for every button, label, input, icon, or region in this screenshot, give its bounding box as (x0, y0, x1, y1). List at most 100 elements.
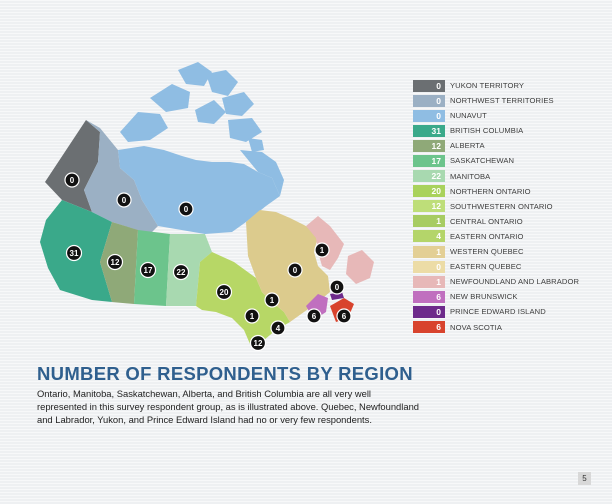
legend-row-newfoundland-labrador: 1 NEWFOUNDLAND AND LABRADOR (413, 275, 608, 288)
legend-label: WESTERN QUEBEC (450, 247, 524, 257)
badge-w-quebec-value: 1 (270, 296, 275, 305)
badge-bc-value: 31 (70, 249, 79, 258)
legend-row-nunavut: 0 NUNAVUT (413, 109, 608, 122)
badge-ns-value: 6 (342, 312, 347, 321)
body-paragraph: Ontario, Manitoba, Saskatchewan, Alberta… (37, 388, 419, 425)
badge-alberta-value: 12 (111, 258, 120, 267)
region-newfoundland-labrador (306, 216, 344, 270)
legend-swatch: 0 (413, 260, 445, 273)
page-title: NUMBER OF RESPONDENTS BY REGION (37, 363, 413, 384)
badge-nl-value: 1 (320, 246, 325, 255)
legend-swatch: 1 (413, 215, 445, 228)
legend-swatch: 6 (413, 290, 445, 303)
badge-newfoundland-labrador: 1 (314, 242, 330, 258)
legend-row-northern-ontario: 20 NORTHERN ONTARIO (413, 185, 608, 198)
badge-sask-value: 17 (144, 266, 153, 275)
badge-british-columbia: 31 (65, 244, 83, 262)
legend-label: NOVA SCOTIA (450, 322, 503, 332)
badge-new-brunswick: 6 (306, 308, 322, 324)
region-manitoba (166, 234, 212, 306)
legend-swatch: 0 (413, 305, 445, 318)
badge-western-quebec: 1 (264, 292, 280, 308)
region-quebec (246, 210, 330, 322)
badge-eastern-ontario: 4 (270, 320, 286, 336)
legend-row-nova-scotia: 6 NOVA SCOTIA (413, 321, 608, 334)
map-legend: 0 YUKON TERRITORY 0 NORTHWEST TERRITORIE… (413, 79, 608, 336)
legend-row-prince-edward-island: 0 PRINCE EDWARD ISLAND (413, 305, 608, 318)
legend-label: ALBERTA (450, 141, 485, 151)
badge-manitoba: 22 (172, 263, 190, 281)
badge-northern-ontario: 20 (215, 283, 233, 301)
legend-swatch: 6 (413, 321, 445, 333)
badge-eastern-quebec: 0 (287, 262, 303, 278)
legend-label: CENTRAL ONTARIO (450, 216, 523, 226)
legend-swatch: 0 (413, 109, 445, 122)
legend-row-western-quebec: 1 WESTERN QUEBEC (413, 245, 608, 258)
badge-southwestern-ontario: 12 (249, 334, 267, 352)
legend-label: PRINCE EDWARD ISLAND (450, 307, 546, 317)
legend-row-eastern-quebec: 0 EASTERN QUEBEC (413, 260, 608, 273)
legend-row-central-ontario: 1 CENTRAL ONTARIO (413, 215, 608, 228)
legend-swatch: 12 (413, 139, 445, 152)
legend-row-british-columbia: 31 BRITISH COLUMBIA (413, 124, 608, 137)
legend-label: NORTHERN ONTARIO (450, 186, 531, 196)
legend-swatch: 0 (413, 79, 445, 92)
legend-row-southwestern-ontario: 12 SOUTHWESTERN ONTARIO (413, 200, 608, 213)
legend-label: NORTHWEST TERRITORIES (450, 96, 554, 106)
legend-label: NEWFOUNDLAND AND LABRADOR (450, 277, 580, 287)
legend-row-saskatchewan: 17 SASKATCHEWAN (413, 154, 608, 167)
badge-nunavut: 0 (178, 201, 194, 217)
badge-alberta: 12 (106, 253, 124, 271)
legend-row-manitoba: 22 MANITOBA (413, 170, 608, 183)
badge-central-ontario: 1 (244, 308, 260, 324)
badge-e-ontario-value: 4 (276, 324, 281, 333)
region-nunavut-east (240, 150, 284, 196)
legend-label: EASTERN ONTARIO (450, 231, 524, 241)
legend-label: SASKATCHEWAN (450, 156, 515, 166)
legend-row-new-brunswick: 6 NEW BRUNSWICK (413, 290, 608, 303)
legend-swatch: 22 (413, 170, 445, 183)
legend-swatch: 1 (413, 245, 445, 258)
badge-n-ontario-value: 20 (220, 288, 229, 297)
badge-prince-edward-island: 0 (329, 279, 345, 295)
legend-swatch: 31 (413, 124, 445, 137)
legend-label: NEW BRUNSWICK (450, 292, 518, 302)
badge-e-quebec-value: 0 (293, 266, 298, 275)
region-ontario (196, 252, 290, 350)
badge-yukon-value: 0 (70, 176, 75, 185)
badge-northwest-territories: 0 (116, 192, 132, 208)
legend-label: EASTERN QUEBEC (450, 262, 522, 272)
legend-row-alberta: 12 ALBERTA (413, 139, 608, 152)
legend-swatch: 0 (413, 94, 445, 107)
legend-swatch: 12 (413, 200, 445, 213)
badge-yukon: 0 (64, 172, 80, 188)
legend-label: BRITISH COLUMBIA (450, 126, 524, 136)
region-newfoundland-island (346, 250, 374, 284)
badge-saskatchewan: 17 (139, 261, 157, 279)
legend-swatch: 1 (413, 275, 445, 288)
badge-sw-ontario-value: 12 (254, 339, 263, 348)
page-number: 5 (578, 472, 591, 485)
legend-label: NUNAVUT (450, 111, 487, 121)
legend-label: SOUTHWESTERN ONTARIO (450, 201, 553, 211)
legend-label: MANITOBA (450, 171, 491, 181)
badge-c-ontario-value: 1 (250, 312, 255, 321)
legend-row-northwest-territories: 0 NORTHWEST TERRITORIES (413, 94, 608, 107)
region-prince-edward-island (330, 292, 344, 300)
badge-nova-scotia: 6 (336, 308, 352, 324)
legend-swatch: 4 (413, 230, 445, 243)
legend-swatch: 20 (413, 185, 445, 198)
legend-row-eastern-ontario: 4 EASTERN ONTARIO (413, 230, 608, 243)
region-northwest-territories (84, 120, 158, 234)
badge-manitoba-value: 22 (177, 268, 186, 277)
badge-pei-value: 0 (335, 283, 340, 292)
nunavut-arctic-islands (120, 62, 264, 152)
legend-swatch: 17 (413, 154, 445, 167)
badge-nb-value: 6 (312, 312, 317, 321)
region-nunavut (118, 146, 280, 234)
badge-nwt-value: 0 (122, 196, 127, 205)
legend-row-yukon: 0 YUKON TERRITORY (413, 79, 608, 92)
badge-nunavut-value: 0 (184, 205, 189, 214)
legend-label: YUKON TERRITORY (450, 81, 525, 90)
